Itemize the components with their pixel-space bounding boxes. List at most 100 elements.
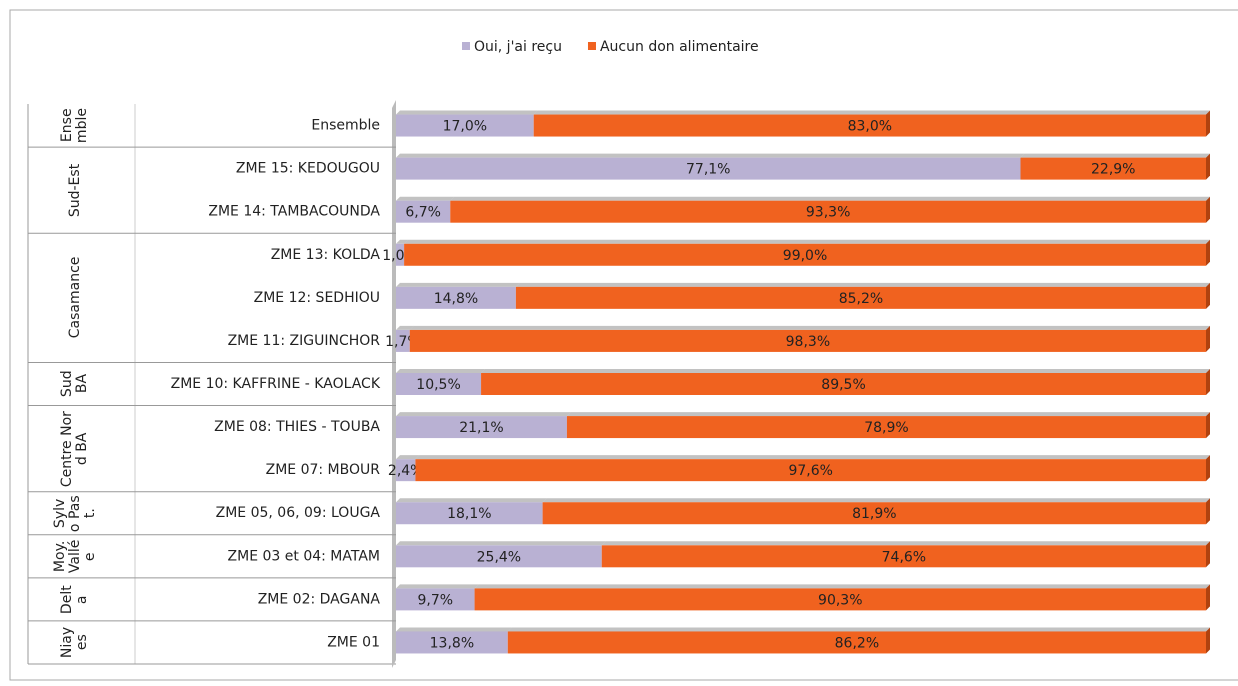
group-label: Ensemble <box>59 108 90 144</box>
chart-frame <box>9 9 1238 681</box>
bar-top-3d <box>396 196 455 201</box>
category-label: ZME 13: KOLDA <box>271 247 381 263</box>
bar-side-3d <box>1206 369 1210 395</box>
value-label: 90,3% <box>818 592 862 608</box>
bar-top-3d <box>409 325 1210 330</box>
group-label-box: Sud-Est <box>30 149 120 231</box>
value-label: 13,8% <box>430 635 474 651</box>
bar-segment <box>396 373 482 395</box>
bar-top-3d <box>396 412 571 417</box>
bar-segment <box>396 545 602 568</box>
bar-segment <box>396 200 451 223</box>
value-label: 81,9% <box>852 506 896 522</box>
category-label: Ensemble <box>311 118 380 134</box>
legend-label: Aucun don alimentaire <box>600 39 759 55</box>
bar-segment <box>396 416 567 439</box>
legend-label: Oui, j'ai reçu <box>474 39 562 55</box>
group-label-box: Ensemble <box>30 106 120 145</box>
group-label-box: Centre Nord BA <box>30 408 120 490</box>
category-label: ZME 08: THIES - TOUBA <box>214 419 380 435</box>
group-label-box: Casamance <box>30 235 120 360</box>
category-label: ZME 02: DAGANA <box>258 591 381 607</box>
bar-segment <box>533 114 1206 137</box>
value-label: 86,2% <box>835 635 879 651</box>
group-label: Moy. Vallée <box>51 539 98 574</box>
bar-segment <box>396 631 508 654</box>
bar-side-3d <box>1206 239 1210 266</box>
bar-side-3d <box>1206 153 1210 180</box>
bar-top-3d <box>601 541 1210 546</box>
value-label: 9,7% <box>417 592 453 608</box>
bar-segment <box>396 588 475 611</box>
bar-segment <box>566 416 1206 439</box>
category-label: ZME 01 <box>327 634 380 650</box>
value-label: 98,3% <box>786 334 830 350</box>
group-label: Centre Nord BA <box>59 410 90 487</box>
group-label: Sud-Est <box>66 163 83 217</box>
bar-side-3d <box>1206 325 1210 352</box>
bar-top-3d <box>474 584 1210 589</box>
value-label: 85,2% <box>839 291 883 307</box>
bar-top-3d <box>533 110 1210 115</box>
value-label: 14,8% <box>434 291 478 307</box>
bar-top-3d <box>396 325 414 330</box>
category-label: ZME 15: KEDOUGOU <box>236 161 380 177</box>
legend-swatch <box>462 42 470 50</box>
value-label: 93,3% <box>806 205 850 221</box>
bar-side-3d <box>1206 196 1210 223</box>
value-label: 18,1% <box>447 506 491 522</box>
value-label: 74,6% <box>882 549 926 565</box>
bar-segment <box>601 545 1206 568</box>
bar-side-3d <box>1206 584 1210 611</box>
bar-top-3d <box>396 153 1025 158</box>
group-label: Casamance <box>66 257 83 339</box>
bar-top-3d <box>450 196 1210 201</box>
bar-side-3d <box>1206 110 1210 137</box>
bar-top-3d <box>396 498 547 503</box>
category-label: ZME 07: MBOUR <box>266 462 381 478</box>
value-label: 10,5% <box>416 377 460 393</box>
bar-top-3d <box>1020 153 1210 158</box>
group-label: Niayes <box>59 626 90 659</box>
group-label-box: Delta <box>30 580 120 619</box>
bar-side-3d <box>1206 541 1210 568</box>
bar-segment <box>409 329 1206 352</box>
value-label: 6,7% <box>405 205 441 221</box>
bar-segment <box>404 243 1207 266</box>
bar-segment <box>415 459 1206 482</box>
bar-top-3d <box>396 455 420 460</box>
value-label: 83,0% <box>848 119 892 135</box>
category-label: ZME 03 et 04: MATAM <box>228 548 380 564</box>
bar-segment <box>542 502 1206 525</box>
bar-side-3d <box>1206 498 1210 525</box>
bar-segment <box>396 286 516 309</box>
bar-side-3d <box>1206 627 1210 654</box>
value-label: 99,0% <box>783 248 827 264</box>
bar-top-3d <box>481 369 1210 373</box>
bar-top-3d <box>415 455 1210 460</box>
bar-top-3d <box>396 369 486 373</box>
category-label: ZME 10: KAFFRINE - KAOLACK <box>171 376 381 392</box>
bar-top-3d <box>396 282 520 287</box>
group-label-box: Sud BA <box>30 364 120 403</box>
value-label: 78,9% <box>864 420 908 436</box>
bar-top-3d <box>515 282 1210 287</box>
bar-side-3d <box>1206 455 1210 482</box>
bar-segment <box>515 286 1206 309</box>
category-label: ZME 14: TAMBACOUNDA <box>208 204 380 220</box>
value-label: 97,6% <box>788 463 832 479</box>
category-label: ZME 11: ZIGUINCHOR <box>228 333 381 349</box>
value-label: 25,4% <box>477 549 521 565</box>
bar-segment <box>396 329 410 352</box>
category-label: ZME 05, 06, 09: LOUGA <box>216 505 381 521</box>
value-label: 22,9% <box>1091 162 1135 178</box>
bar-side-3d <box>1206 412 1210 439</box>
bar-top-3d <box>566 412 1210 417</box>
bar-top-3d <box>396 110 538 115</box>
group-label: Sud BA <box>59 370 90 398</box>
bar-segment <box>507 631 1206 654</box>
group-label-box: Niayes <box>30 623 120 662</box>
category-label: ZME 12: SEDHIOU <box>254 290 380 306</box>
bar-segment <box>474 588 1206 611</box>
